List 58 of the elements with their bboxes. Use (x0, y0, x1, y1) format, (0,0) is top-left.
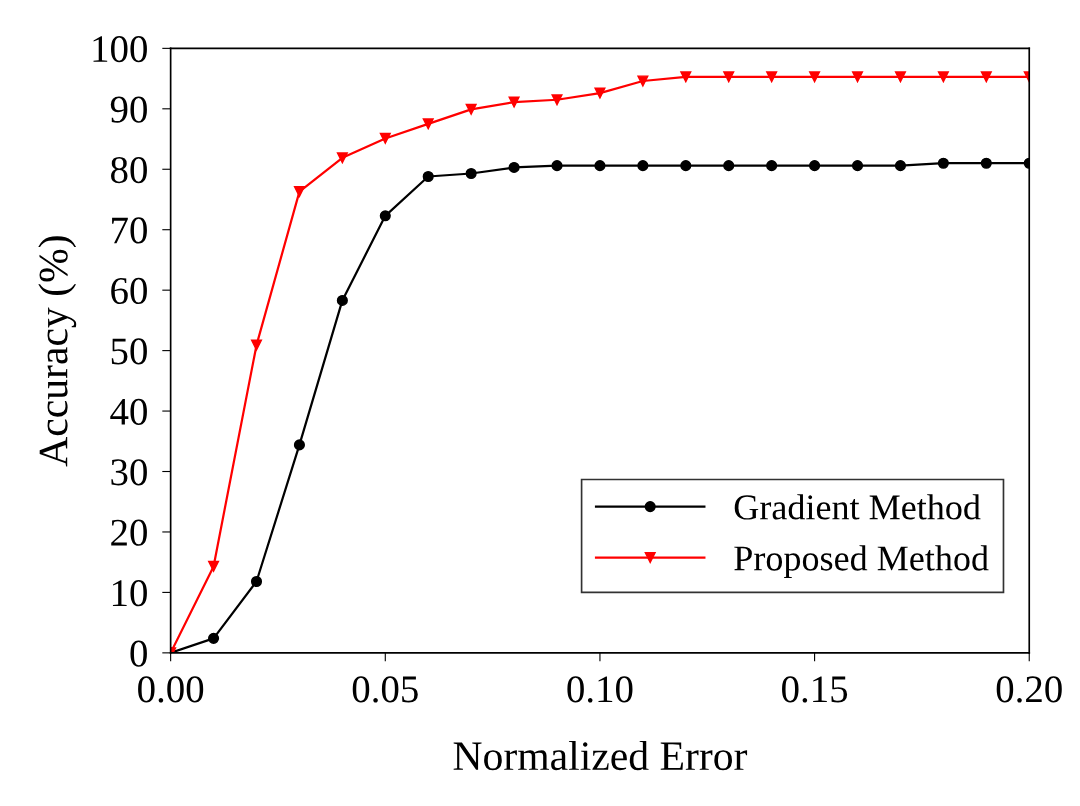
y-axis-title: Accuracy (%) (38, 236, 77, 467)
point (637, 160, 649, 172)
point (336, 152, 348, 164)
point (379, 132, 391, 144)
point (250, 575, 263, 588)
point (293, 439, 305, 451)
x-tick-label: 0.15 (782, 676, 848, 703)
y-tick-label: 70 (112, 217, 147, 244)
y-tick-label: 30 (111, 459, 147, 486)
point (723, 160, 735, 172)
x-tick-label: 0.00 (138, 676, 204, 703)
point (937, 157, 949, 169)
point (336, 294, 348, 306)
point (508, 161, 520, 174)
point (894, 71, 907, 83)
point (594, 160, 606, 172)
point (809, 71, 821, 83)
point (422, 170, 434, 183)
x-axis-title: Normalized Error (453, 740, 748, 771)
point (250, 339, 263, 351)
y-tick-label: 20 (111, 519, 147, 546)
point (723, 71, 735, 83)
x-tick-label: 0.05 (352, 676, 418, 703)
y-tick-label: 60 (111, 277, 147, 305)
point (680, 71, 692, 83)
y-tick-label: 0 (130, 640, 147, 667)
y-tick-label: 80 (111, 156, 147, 184)
y-tick-label: 90 (110, 96, 147, 123)
point (637, 75, 649, 87)
point (208, 560, 220, 572)
point (766, 71, 778, 83)
y-tick-label: 100 (93, 35, 147, 63)
legend-label: Gradient Method (734, 494, 981, 520)
legend-label: Proposed Method (734, 545, 989, 578)
y-tick-label: 40 (110, 398, 147, 425)
point (594, 87, 606, 99)
point (551, 94, 563, 106)
point (422, 118, 434, 130)
point (465, 103, 477, 115)
y-tick-label: 50 (111, 338, 147, 365)
point (379, 210, 391, 222)
point (851, 71, 864, 83)
y-tick-label: 10 (112, 580, 147, 607)
point (980, 157, 992, 169)
point (208, 632, 220, 644)
point (465, 167, 477, 180)
x-tick-label: 0.20 (996, 676, 1062, 703)
point (980, 71, 992, 83)
point (809, 160, 821, 172)
point (851, 160, 864, 172)
point (937, 71, 949, 83)
point (766, 160, 778, 172)
point (293, 186, 305, 198)
point (894, 160, 907, 172)
point (508, 96, 520, 108)
point (551, 160, 563, 172)
x-tick-label: 0.10 (567, 676, 633, 703)
point (680, 160, 692, 172)
